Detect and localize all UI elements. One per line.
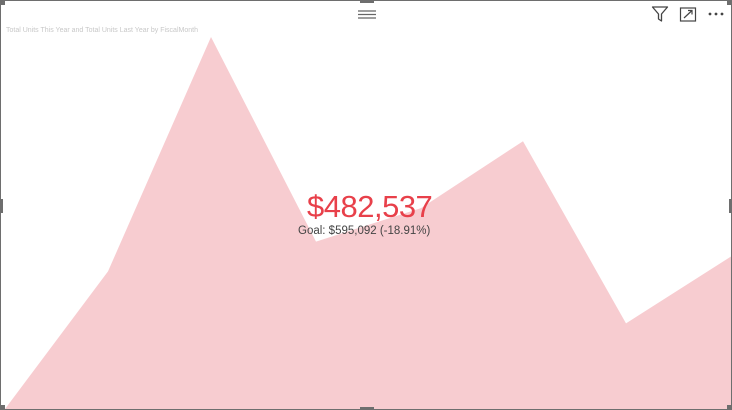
resize-handle-bottom[interactable] [360, 407, 374, 409]
resize-handle-top-left[interactable] [1, 1, 5, 5]
drag-handle-icon[interactable] [357, 6, 377, 19]
resize-handle-top[interactable] [360, 1, 374, 3]
focus-mode-icon[interactable] [679, 5, 697, 23]
resize-handle-right[interactable] [729, 199, 731, 213]
resize-handle-top-right[interactable] [727, 1, 731, 5]
visual-header-toolbar [651, 3, 725, 25]
more-options-icon[interactable] [707, 5, 725, 23]
filter-icon[interactable] [651, 5, 669, 23]
resize-handle-bottom-right[interactable] [727, 405, 731, 409]
trend-area [5, 37, 731, 409]
resize-handle-left[interactable] [1, 199, 3, 213]
kpi-value: $482,537 [307, 189, 433, 224]
visual-title: Total Units This Year and Total Units La… [6, 27, 198, 34]
resize-handle-bottom-left[interactable] [1, 405, 5, 409]
kpi-status-marker: ! [422, 208, 425, 217]
kpi-goal: Goal: $595,092 (-18.91%) [298, 225, 431, 237]
